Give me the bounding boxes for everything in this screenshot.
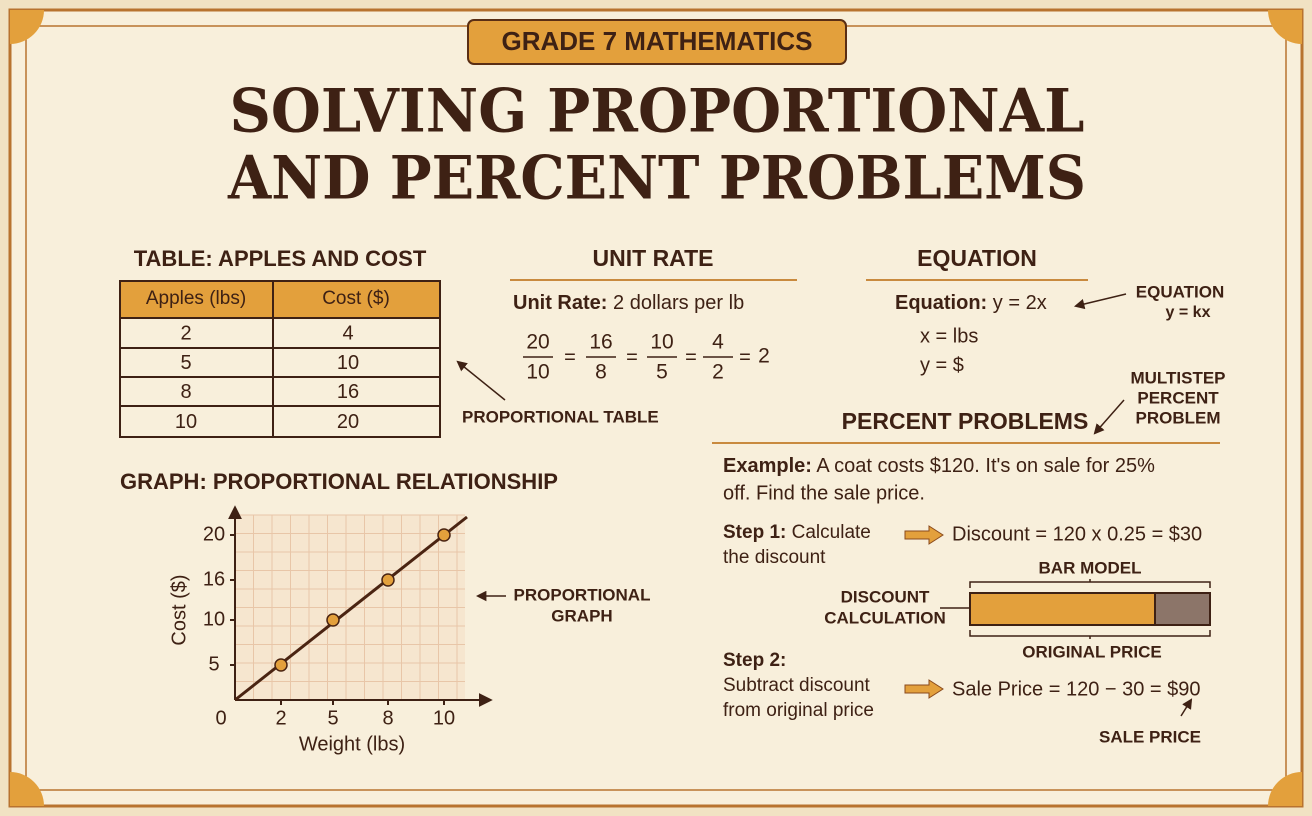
equals-sign: = [685,346,697,368]
data-point [326,613,340,627]
equals-sign: = [626,346,638,368]
bold-label: Equation: [895,292,987,314]
unit-rate-line: Unit Rate: 2 dollars per lb [513,292,744,314]
denominator: 2 [712,361,724,384]
step-line: the discount [723,547,826,568]
table-cell: 16 [337,381,359,403]
table-header-cell: Cost ($) [322,288,390,309]
y-tick-label: 10 [203,608,225,630]
table-cell: 10 [175,411,197,433]
callout: y = kx [1166,304,1211,321]
equals-sign: = [564,346,576,368]
table-cell: 20 [337,411,359,433]
main-title: AND PERCENT PROBLEMS [227,144,1086,214]
main-title: SOLVING PROPORTIONAL [230,77,1085,147]
text: 2 dollars per lb [613,292,744,314]
callout: MULTISTEP [1130,368,1225,387]
equation-var: x = lbs [920,325,978,347]
example-line: off. Find the sale price. [723,482,925,504]
callout-arrow [456,360,506,401]
denominator: 8 [595,361,607,384]
callout: GRAPH [551,606,612,625]
step-line: Step 1: Calculate [723,522,871,543]
y-tick-label: 16 [203,568,225,590]
x-tick-label: 8 [382,707,393,729]
bar-model-label: BAR MODEL [1039,558,1142,577]
bold-label: Unit Rate: [513,292,607,314]
text: A coat costs $120. It's on sale for 25% [816,455,1155,477]
step-label: Step 2: [723,650,786,671]
text: y = 2x [993,292,1047,314]
x-tick-label: 2 [275,707,286,729]
bold-label: Step 1: [723,522,786,543]
step-line: from original price [723,700,874,721]
bar-original [969,592,1156,626]
table-header-cell: Apples (lbs) [146,288,246,309]
equation-var: y = $ [920,354,964,376]
y-tick-label: 20 [203,523,225,545]
table-cell: 10 [337,352,359,374]
callout: PROBLEM [1136,408,1221,427]
step-result: Discount = 120 x 0.25 = $30 [952,523,1202,545]
example-line: Example: A coat costs $120. It's on sale… [723,455,1155,477]
bar-discount [1154,592,1211,626]
denominator: 10 [526,361,549,384]
badge-text: GRADE 7 MATHEMATICS [501,26,812,56]
table-cell: 8 [180,381,191,403]
text: Calculate [792,522,871,543]
callout-arrow [1073,293,1127,310]
x-axis-label: Weight (lbs) [299,733,405,755]
bold-label: Example: [723,455,812,477]
step-line: Subtract discount [723,675,871,696]
section-heading: UNIT RATE [593,245,714,271]
callout-arrow [1180,698,1193,717]
step-result: Sale Price = 120 − 30 = $90 [952,678,1201,700]
callout: SALE PRICE [1099,727,1201,746]
table-cell: 4 [342,322,353,344]
proportional-line [234,515,468,702]
numerator: 4 [712,331,724,354]
table-border [119,280,441,438]
bracket [969,630,1211,639]
section-heading: PERCENT PROBLEMS [842,408,1089,434]
graph-title: GRAPH: PROPORTIONAL RELATIONSHIP [120,469,558,494]
section-heading: EQUATION [917,245,1037,271]
numerator: 10 [650,331,673,354]
data-point [381,573,395,587]
data-point [274,658,288,672]
callout: DISCOUNT [841,587,930,606]
callout: CALCULATION [824,608,946,627]
x-tick-label: 10 [433,707,455,729]
callout: PROPORTIONAL TABLE [462,407,659,426]
callout: PROPORTIONAL [514,585,651,604]
callout: PERCENT [1137,388,1219,407]
denominator: 5 [656,361,668,384]
table-title: TABLE: APPLES AND COST [134,246,427,271]
table-header [120,281,440,318]
data-point [437,528,451,542]
numerator: 20 [526,331,549,354]
origin-label: 0 [215,707,226,729]
equation-line: Equation: y = 2x [895,292,1047,314]
y-axis-label: Cost ($) [168,574,190,645]
y-tick-label: 5 [208,653,219,675]
numerator: 16 [589,331,612,354]
step-arrow [904,679,944,699]
x-tick-label: 5 [327,707,338,729]
table-cell: 2 [180,322,191,344]
equals-sign: = [739,346,751,368]
step-arrow [904,525,944,545]
callout: ORIGINAL PRICE [1022,642,1161,661]
bracket [969,579,1211,588]
table-cell: 5 [180,352,191,374]
callout: EQUATION [1136,282,1224,301]
result: 2 [758,345,770,368]
callout-arrow [1093,399,1125,435]
